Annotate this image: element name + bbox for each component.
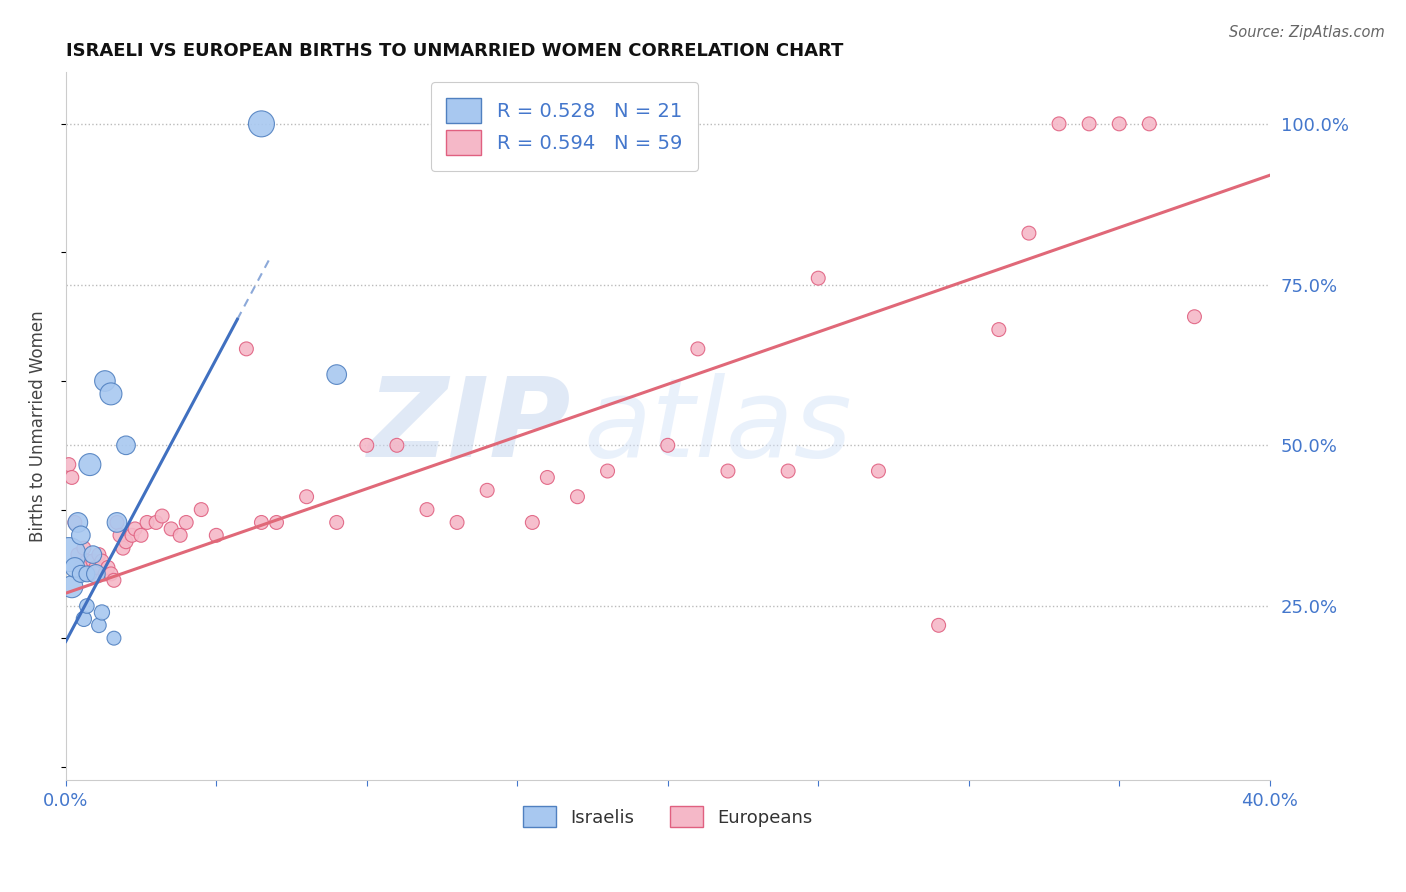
Point <box>717 464 740 478</box>
Point <box>66 516 89 530</box>
Point <box>686 342 709 356</box>
Point <box>266 516 288 530</box>
Point <box>1108 117 1130 131</box>
Point <box>657 438 679 452</box>
Point <box>778 464 800 478</box>
Point <box>1184 310 1206 324</box>
Point <box>174 516 197 530</box>
Point <box>987 322 1010 336</box>
Point <box>475 483 498 498</box>
Point <box>295 490 318 504</box>
Point <box>90 554 112 568</box>
Point <box>536 470 558 484</box>
Point <box>121 528 143 542</box>
Point <box>160 522 183 536</box>
Point <box>169 528 191 542</box>
Point <box>76 566 98 581</box>
Point <box>76 554 98 568</box>
Text: atlas: atlas <box>583 373 852 480</box>
Point <box>66 548 89 562</box>
Point <box>205 528 228 542</box>
Point <box>94 566 117 581</box>
Point <box>567 490 589 504</box>
Point <box>58 548 80 562</box>
Point <box>325 368 347 382</box>
Point <box>108 528 131 542</box>
Point <box>385 438 408 452</box>
Point <box>84 566 107 581</box>
Point <box>60 470 83 484</box>
Point <box>250 117 273 131</box>
Point <box>63 560 86 574</box>
Point <box>111 541 134 556</box>
Point <box>124 522 146 536</box>
Text: ISRAELI VS EUROPEAN BIRTHS TO UNMARRIED WOMEN CORRELATION CHART: ISRAELI VS EUROPEAN BIRTHS TO UNMARRIED … <box>66 42 844 60</box>
Point <box>70 528 93 542</box>
Point <box>82 548 104 562</box>
Point <box>145 516 167 530</box>
Point <box>115 534 138 549</box>
Text: ZIP: ZIP <box>368 373 571 480</box>
Point <box>928 618 950 632</box>
Point <box>70 560 93 574</box>
Point <box>76 599 98 613</box>
Point <box>97 560 120 574</box>
Point <box>87 618 110 632</box>
Point <box>84 560 107 574</box>
Point <box>356 438 378 452</box>
Point <box>58 458 80 472</box>
Point <box>129 528 152 542</box>
Point <box>94 374 117 388</box>
Point <box>82 554 104 568</box>
Point <box>807 271 830 285</box>
Point <box>87 548 110 562</box>
Point <box>79 566 101 581</box>
Point <box>115 438 138 452</box>
Point <box>100 387 122 401</box>
Point <box>70 566 93 581</box>
Point <box>79 458 101 472</box>
Point <box>235 342 257 356</box>
Point <box>416 502 439 516</box>
Point <box>105 516 128 530</box>
Point <box>522 516 544 530</box>
Point <box>190 502 212 516</box>
Point <box>103 631 125 645</box>
Point <box>90 606 112 620</box>
Point <box>250 516 273 530</box>
Point <box>150 509 173 524</box>
Point <box>1078 117 1101 131</box>
Point <box>63 516 86 530</box>
Point <box>325 516 347 530</box>
Point <box>446 516 468 530</box>
Point <box>105 516 128 530</box>
Point <box>1137 117 1160 131</box>
Y-axis label: Births to Unmarried Women: Births to Unmarried Women <box>30 310 46 541</box>
Point <box>73 612 96 626</box>
Point <box>868 464 890 478</box>
Point <box>100 566 122 581</box>
Point <box>1047 117 1070 131</box>
Legend: Israelis, Europeans: Israelis, Europeans <box>516 799 820 834</box>
Point <box>73 541 96 556</box>
Point <box>103 574 125 588</box>
Point <box>60 580 83 594</box>
Point <box>136 516 159 530</box>
Point <box>596 464 619 478</box>
Text: Source: ZipAtlas.com: Source: ZipAtlas.com <box>1229 25 1385 40</box>
Point <box>1018 226 1040 240</box>
